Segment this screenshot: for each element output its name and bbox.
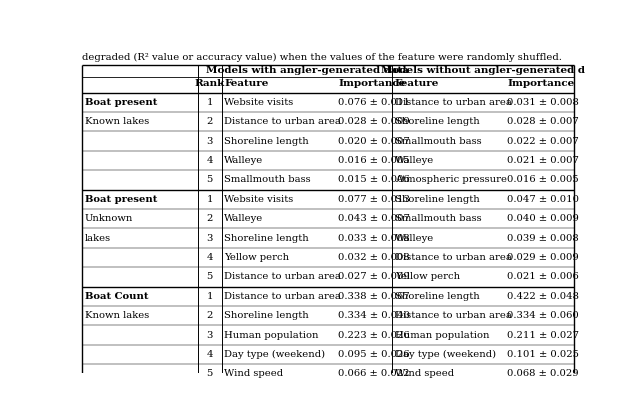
- Text: Distance to urban area: Distance to urban area: [395, 311, 511, 320]
- Text: 1: 1: [207, 98, 213, 107]
- Text: Models without angler-generated d: Models without angler-generated d: [381, 66, 586, 75]
- Text: 0.095 ± 0.026: 0.095 ± 0.026: [338, 350, 410, 359]
- Text: lakes: lakes: [84, 234, 111, 243]
- Text: 0.334 ± 0.060: 0.334 ± 0.060: [507, 311, 579, 320]
- Text: 0.101 ± 0.025: 0.101 ± 0.025: [507, 350, 579, 359]
- Text: 1: 1: [207, 292, 213, 301]
- Text: Wind speed: Wind speed: [395, 370, 454, 378]
- Text: 4: 4: [207, 253, 213, 262]
- Text: 3: 3: [207, 331, 213, 340]
- Text: 5: 5: [207, 370, 213, 378]
- Text: Boat Count: Boat Count: [84, 292, 148, 301]
- Text: 0.022 ± 0.007: 0.022 ± 0.007: [507, 137, 579, 146]
- Text: Distance to urban area: Distance to urban area: [395, 253, 511, 262]
- Text: 0.028 ± 0.009: 0.028 ± 0.009: [338, 117, 410, 126]
- Text: Human population: Human population: [224, 331, 319, 340]
- Text: 0.047 ± 0.010: 0.047 ± 0.010: [507, 195, 579, 204]
- Text: Importance: Importance: [338, 79, 405, 88]
- Text: Shoreline length: Shoreline length: [395, 292, 479, 301]
- Text: Website visits: Website visits: [224, 195, 293, 204]
- Text: 0.422 ± 0.048: 0.422 ± 0.048: [507, 292, 579, 301]
- Text: 0.338 ± 0.067: 0.338 ± 0.067: [338, 292, 410, 301]
- Text: Atmospheric pressure: Atmospheric pressure: [395, 176, 507, 184]
- Text: Known lakes: Known lakes: [84, 311, 149, 320]
- Text: 5: 5: [207, 272, 213, 282]
- Text: Shoreline length: Shoreline length: [224, 311, 309, 320]
- Text: Shoreline length: Shoreline length: [224, 234, 309, 243]
- Text: degraded (R² value or accuracy value) when the values of the feature were random: degraded (R² value or accuracy value) wh…: [81, 53, 561, 62]
- Text: 5: 5: [207, 176, 213, 184]
- Text: Smallmouth bass: Smallmouth bass: [395, 214, 481, 223]
- Text: 1: 1: [207, 195, 213, 204]
- Text: 0.334 ± 0.040: 0.334 ± 0.040: [338, 311, 410, 320]
- Text: Website visits: Website visits: [224, 98, 293, 107]
- Text: Shoreline length: Shoreline length: [395, 117, 479, 126]
- Text: Rank: Rank: [195, 79, 225, 88]
- Text: Distance to urban area: Distance to urban area: [224, 292, 341, 301]
- Text: Day type (weekend): Day type (weekend): [224, 350, 325, 359]
- Text: 3: 3: [207, 137, 213, 146]
- Text: Walleye: Walleye: [395, 234, 434, 243]
- Text: Unknown: Unknown: [84, 214, 133, 223]
- Text: 0.040 ± 0.009: 0.040 ± 0.009: [507, 214, 579, 223]
- Text: 0.016 ± 0.005: 0.016 ± 0.005: [338, 156, 410, 165]
- Text: Boat present: Boat present: [84, 98, 157, 107]
- Text: 3: 3: [207, 234, 213, 243]
- Text: 2: 2: [207, 117, 213, 126]
- Text: Walleye: Walleye: [224, 214, 264, 223]
- Text: Shoreline length: Shoreline length: [224, 137, 309, 146]
- Text: Yellow perch: Yellow perch: [395, 272, 460, 282]
- Text: 0.211 ± 0.027: 0.211 ± 0.027: [507, 331, 579, 340]
- Text: Importance: Importance: [507, 79, 574, 88]
- Text: 0.077 ± 0.013: 0.077 ± 0.013: [338, 195, 410, 204]
- Text: 0.015 ± 0.006: 0.015 ± 0.006: [338, 176, 410, 184]
- Text: 0.223 ± 0.026: 0.223 ± 0.026: [338, 331, 410, 340]
- Text: 0.039 ± 0.008: 0.039 ± 0.008: [507, 234, 579, 243]
- Text: 2: 2: [207, 214, 213, 223]
- Text: Shoreline length: Shoreline length: [395, 195, 479, 204]
- Text: Wind speed: Wind speed: [224, 370, 284, 378]
- Text: 0.033 ± 0.008: 0.033 ± 0.008: [338, 234, 410, 243]
- Text: 0.066 ± 0.022: 0.066 ± 0.022: [338, 370, 410, 378]
- Text: Known lakes: Known lakes: [84, 117, 149, 126]
- Text: Feature: Feature: [224, 79, 269, 88]
- Text: Smallmouth bass: Smallmouth bass: [395, 137, 481, 146]
- Text: 0.029 ± 0.009: 0.029 ± 0.009: [507, 253, 579, 262]
- Text: Boat present: Boat present: [84, 195, 157, 204]
- Text: 0.021 ± 0.007: 0.021 ± 0.007: [507, 156, 579, 165]
- Text: 0.027 ± 0.009: 0.027 ± 0.009: [338, 272, 410, 282]
- Text: Walleye: Walleye: [224, 156, 264, 165]
- Text: 0.076 ± 0.011: 0.076 ± 0.011: [338, 98, 410, 107]
- Text: 0.068 ± 0.029: 0.068 ± 0.029: [507, 370, 579, 378]
- Text: 4: 4: [207, 156, 213, 165]
- Text: Day type (weekend): Day type (weekend): [395, 350, 496, 359]
- Text: Distance to urban area: Distance to urban area: [224, 272, 341, 282]
- Text: Feature: Feature: [395, 79, 439, 88]
- Text: Distance to urban area: Distance to urban area: [224, 117, 341, 126]
- Text: 0.032 ± 0.008: 0.032 ± 0.008: [338, 253, 410, 262]
- Text: 0.016 ± 0.005: 0.016 ± 0.005: [507, 176, 579, 184]
- Text: 4: 4: [207, 350, 213, 359]
- Text: Human population: Human population: [395, 331, 489, 340]
- Text: 0.028 ± 0.007: 0.028 ± 0.007: [507, 117, 579, 126]
- Text: Smallmouth bass: Smallmouth bass: [224, 176, 311, 184]
- Text: Walleye: Walleye: [395, 156, 434, 165]
- Text: 0.043 ± 0.007: 0.043 ± 0.007: [338, 214, 410, 223]
- Text: Models with angler-generated data: Models with angler-generated data: [205, 66, 408, 75]
- Text: 0.020 ± 0.007: 0.020 ± 0.007: [338, 137, 410, 146]
- Text: 0.021 ± 0.006: 0.021 ± 0.006: [507, 272, 579, 282]
- Text: Yellow perch: Yellow perch: [224, 253, 289, 262]
- Text: Distance to urban area: Distance to urban area: [395, 98, 511, 107]
- Text: 2: 2: [207, 311, 213, 320]
- Text: 0.031 ± 0.008: 0.031 ± 0.008: [507, 98, 579, 107]
